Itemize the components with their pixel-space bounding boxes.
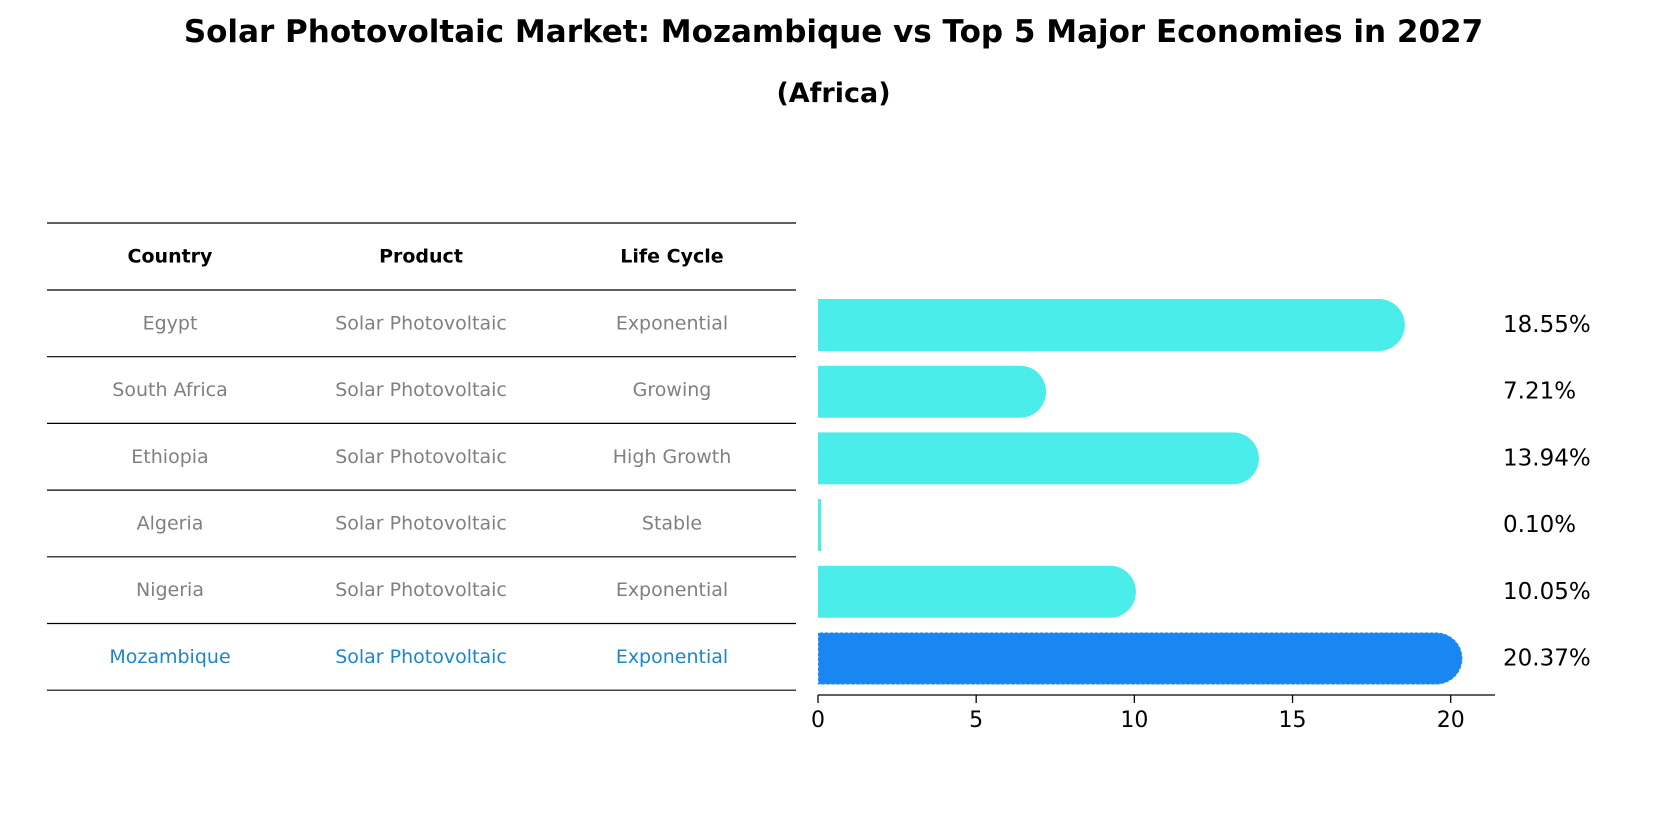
bar-egypt (818, 299, 1405, 351)
table-cell-country: Egypt (143, 312, 198, 334)
table-cell-product: Solar Photovoltaic (335, 379, 507, 401)
x-tick-label: 10 (1120, 708, 1148, 733)
table-cell-country: Mozambique (109, 646, 230, 668)
chart-title: Solar Photovoltaic Market: Mozambique vs… (183, 14, 1484, 50)
x-axis: 0 5 10 15 20 (811, 694, 1495, 733)
bar-value-label: 7.21% (1503, 379, 1576, 405)
bar-series: 18.55% 7.21% 13.94% 0.10% 10.05% 20.37% (817, 299, 1591, 686)
table-cell-product: Solar Photovoltaic (335, 446, 507, 468)
table-cell-product: Solar Photovoltaic (335, 512, 507, 534)
table-cell-life-cycle: High Growth (613, 446, 731, 468)
table-cell-life-cycle: Exponential (616, 579, 728, 601)
bar-value-label: 0.10% (1503, 512, 1576, 538)
bar-value-label: 20.37% (1503, 646, 1591, 672)
bar-nigeria (818, 565, 1136, 618)
table-cell-country: Algeria (137, 512, 204, 534)
chart-subtitle: (Africa) (776, 78, 891, 109)
bar-value-label: 13.94% (1503, 445, 1591, 471)
table-header-country: Country (128, 246, 214, 268)
table-cell-life-cycle: Exponential (616, 646, 728, 668)
bar-algeria (818, 499, 822, 552)
bar-ethiopia (818, 432, 1259, 485)
table-cell-product: Solar Photovoltaic (335, 312, 507, 334)
table-cell-product: Solar Photovoltaic (335, 646, 507, 668)
table-header-life-cycle: Life Cycle (620, 246, 723, 268)
table-cell-country: South Africa (112, 379, 227, 401)
bar-south-africa (818, 365, 1047, 418)
table-cell-country: Nigeria (136, 579, 204, 601)
table-cell-life-cycle: Exponential (616, 312, 728, 334)
data-table: Country Product Life Cycle Egypt Solar Photo… (47, 222, 796, 691)
table-cell-product: Solar Photovoltaic (335, 579, 507, 601)
bar-value-label: 18.55% (1503, 312, 1591, 338)
x-tick-label: 5 (969, 708, 983, 733)
table-header-product: Product (379, 246, 463, 268)
x-tick-label: 0 (811, 708, 825, 733)
x-tick-label: 20 (1437, 708, 1465, 733)
table-cell-country: Ethiopia (131, 446, 208, 468)
bar-highlight-outline (817, 631, 1464, 686)
table-cell-life-cycle: Growing (633, 379, 712, 401)
table-cell-life-cycle: Stable (642, 512, 702, 534)
bar-mozambique (818, 632, 1463, 685)
bar-value-label: 10.05% (1503, 579, 1591, 605)
x-tick-label: 15 (1279, 708, 1307, 733)
